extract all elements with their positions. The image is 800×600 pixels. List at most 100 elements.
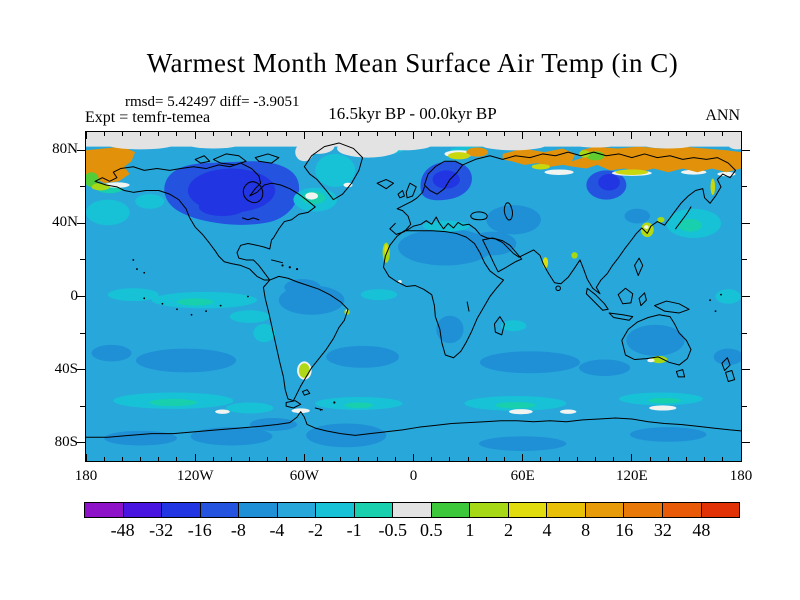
lon-axis-label: 120W: [176, 468, 214, 484]
lon-tick-bottom: [249, 457, 251, 461]
lat-tick-left: [77, 369, 85, 371]
lon-tick-top: [140, 132, 142, 136]
lon-tick-top: [467, 132, 469, 136]
lat-tick-left: [80, 332, 85, 334]
lon-tick-top: [413, 132, 414, 139]
colorbar-level-label: 4: [542, 520, 552, 540]
colorbar-cell: [276, 502, 317, 518]
lon-tick-bottom: [522, 454, 524, 461]
lon-tick-bottom: [212, 457, 214, 461]
colorbar-level-label: -4: [269, 520, 285, 540]
colorbar-level-label: -48: [110, 520, 135, 540]
lon-tick-top: [704, 132, 706, 136]
lat-tick-left: [80, 405, 85, 407]
colorbar-cell: [546, 502, 586, 518]
cool-anomaly-blobs: [91, 205, 741, 451]
lon-tick-top: [631, 132, 633, 139]
lon-tick-top: [394, 132, 396, 136]
lon-tick-bottom: [631, 454, 633, 461]
coastlines: [86, 142, 741, 438]
colorbar-level-label: 32: [653, 520, 672, 540]
lon-axis-label: 180: [74, 468, 98, 484]
lon-tick-top: [540, 132, 542, 136]
lon-tick-bottom: [503, 457, 505, 461]
colorbar-cell: [430, 502, 471, 518]
lat-tick-right: [742, 296, 750, 297]
ice-sheet-anomaly-blobs: [164, 161, 627, 225]
lon-tick-bottom: [540, 457, 542, 461]
colorbar-level-label: -8: [230, 520, 246, 540]
lon-tick-bottom: [594, 457, 596, 461]
lon-tick-top: [576, 132, 578, 136]
lat-tick-right: [742, 259, 747, 261]
colorbar-cell: [623, 502, 663, 518]
lon-tick-top: [340, 132, 342, 136]
lon-tick-bottom: [322, 457, 324, 461]
arctic-warm-bands: [86, 146, 741, 184]
lon-tick-bottom: [413, 454, 414, 461]
period-label: 16.5kyr BP - 00.0kyr BP: [328, 104, 497, 123]
colorbar-level-label: 48: [692, 520, 711, 540]
colorbar-cell: [661, 502, 702, 518]
colorbar-cell: [315, 502, 355, 518]
lat-tick-left: [80, 259, 85, 261]
lat-axis-label: 40N: [52, 214, 78, 231]
lon-tick-top: [121, 132, 123, 136]
lon-tick-bottom: [576, 457, 578, 461]
lon-tick-bottom: [485, 457, 487, 461]
lon-tick-bottom: [231, 457, 233, 461]
lon-tick-top: [85, 132, 87, 139]
colorbar-cell: [469, 502, 509, 518]
colorbar-cell: [199, 502, 240, 518]
lon-tick-bottom: [431, 457, 433, 461]
lon-tick-top: [285, 132, 287, 136]
colorbar-level-label: -1: [346, 520, 362, 540]
lon-tick-bottom: [194, 454, 196, 461]
lat-tick-left: [77, 296, 85, 297]
lon-tick-top: [212, 132, 214, 136]
lon-tick-top: [303, 132, 305, 139]
lon-tick-top: [322, 132, 324, 136]
lon-tick-bottom: [704, 457, 706, 461]
lon-axis-label: 60W: [289, 468, 319, 484]
lon-tick-bottom: [85, 454, 87, 461]
lon-axis-label: 120E: [615, 468, 648, 484]
lon-tick-top: [267, 132, 269, 136]
stats-line: rmsd= 5.42497 diff= -3.9051: [125, 94, 300, 110]
lon-axis-label: 0: [409, 468, 418, 484]
lat-tick-right: [742, 149, 750, 151]
lon-axis-label: 60E: [510, 468, 535, 484]
lon-tick-bottom: [376, 457, 378, 461]
lat-tick-right: [742, 222, 750, 224]
lat-tick-right: [742, 405, 747, 407]
season-label: ANN: [705, 107, 740, 124]
colorbar-level-label: 1: [465, 520, 475, 540]
colorbar-labels: -48 -32 -16 -8 -4 -2 -1 -0.5 0.5 1 2 4 8 16 32 48: [84, 520, 740, 544]
warm-spots: [86, 150, 716, 380]
lon-tick-bottom: [649, 457, 651, 461]
lon-tick-top: [449, 132, 451, 136]
lon-tick-top: [358, 132, 360, 136]
lon-tick-top: [522, 132, 524, 139]
lon-tick-bottom: [103, 457, 105, 461]
lat-axis-label: 80N: [52, 141, 78, 158]
colorbar-cell: [353, 502, 394, 518]
colorbar-cell: [161, 502, 201, 518]
lon-tick-top: [176, 132, 178, 136]
lon-tick-top: [103, 132, 105, 136]
island-specks: [132, 259, 722, 411]
lon-tick-top: [685, 132, 687, 136]
colorbar-cell: [584, 502, 625, 518]
lon-tick-bottom: [121, 457, 123, 461]
map-frame: 80N 40N 0 40S 80S 180 120W 60W 0 60E 120E 180: [52, 131, 752, 484]
lat-axis-label: 40S: [54, 360, 78, 377]
lon-tick-top: [194, 132, 196, 139]
lon-tick-bottom: [558, 457, 560, 461]
lon-tick-top: [722, 132, 724, 136]
lon-tick-top: [249, 132, 251, 136]
lon-axis-label: 180: [729, 468, 753, 484]
lon-tick-top: [158, 132, 160, 136]
lon-tick-top: [649, 132, 651, 136]
lon-tick-top: [667, 132, 669, 136]
